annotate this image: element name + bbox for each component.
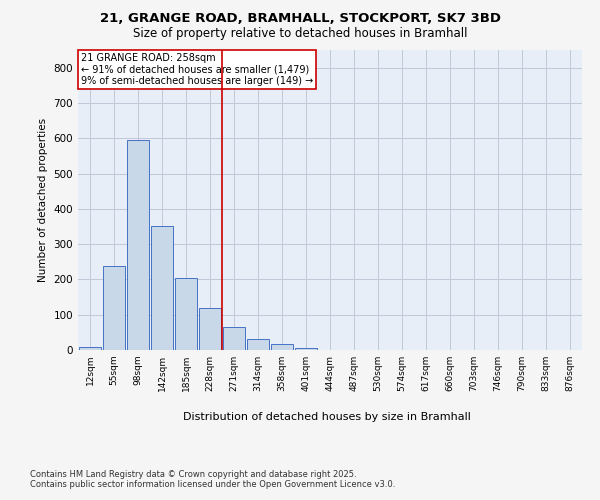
Bar xyxy=(199,308,221,350)
Bar xyxy=(79,347,101,350)
Bar xyxy=(151,226,173,350)
Text: Distribution of detached houses by size in Bramhall: Distribution of detached houses by size … xyxy=(183,412,471,422)
Bar xyxy=(271,344,293,350)
Bar xyxy=(223,327,245,350)
Y-axis label: Number of detached properties: Number of detached properties xyxy=(38,118,48,282)
Bar xyxy=(247,340,269,350)
Text: 21 GRANGE ROAD: 258sqm
← 91% of detached houses are smaller (1,479)
9% of semi-d: 21 GRANGE ROAD: 258sqm ← 91% of detached… xyxy=(80,53,313,86)
Bar xyxy=(127,140,149,350)
Bar xyxy=(103,266,125,350)
Text: Size of property relative to detached houses in Bramhall: Size of property relative to detached ho… xyxy=(133,28,467,40)
Bar xyxy=(295,348,317,350)
Bar xyxy=(175,278,197,350)
Text: 21, GRANGE ROAD, BRAMHALL, STOCKPORT, SK7 3BD: 21, GRANGE ROAD, BRAMHALL, STOCKPORT, SK… xyxy=(100,12,500,26)
Text: Contains HM Land Registry data © Crown copyright and database right 2025.
Contai: Contains HM Land Registry data © Crown c… xyxy=(30,470,395,490)
